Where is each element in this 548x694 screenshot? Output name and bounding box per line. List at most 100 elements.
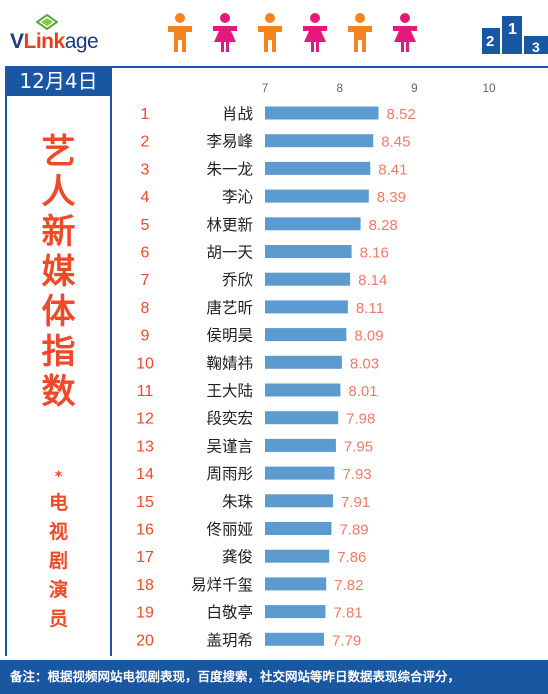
artist-name: 吴谨言 [206, 437, 253, 455]
artist-name: 盖玥希 [206, 631, 253, 649]
artist-name: 李沁 [222, 188, 253, 206]
score-bar [265, 383, 341, 397]
rank-number: 8 [141, 300, 150, 317]
side-title-char: 新 [41, 212, 76, 252]
score-label: 8.14 [358, 272, 387, 289]
male-person-icon [168, 13, 192, 52]
score-label: 8.45 [381, 134, 410, 151]
artist-name: 易烊千玺 [191, 576, 253, 594]
logo-text: VLinkage [10, 30, 99, 53]
rank-number: 6 [141, 245, 150, 262]
female-person-icon [303, 13, 327, 52]
artist-name: 唐艺昕 [206, 299, 253, 317]
score-bar [265, 272, 351, 286]
score-label: 8.09 [354, 328, 383, 345]
score-bar [265, 522, 332, 535]
artist-name: 佟丽娅 [206, 521, 253, 539]
logo-diamond-icon [36, 14, 58, 30]
rank-number: 5 [141, 217, 150, 234]
artist-name: 白敬亭 [206, 604, 253, 622]
rank-number: 11 [137, 383, 154, 400]
side-title-char: 体 [41, 292, 76, 332]
score-bar [265, 494, 333, 508]
score-label: 8.28 [369, 217, 398, 234]
x-tick-label: 7 [262, 81, 269, 95]
rank-number: 13 [136, 438, 154, 455]
artist-name: 龚俊 [222, 548, 253, 566]
score-bar [265, 549, 330, 563]
side-panel [5, 96, 112, 656]
artist-name: 段奕宏 [206, 410, 253, 428]
score-bar [265, 411, 339, 425]
score-bar [265, 300, 348, 314]
score-label: 8.16 [360, 245, 389, 262]
rank-number: 10 [136, 355, 154, 372]
score-bar [265, 134, 374, 148]
rank-number: 2 [141, 134, 150, 151]
side-title-char: 艺 [41, 132, 76, 172]
score-bar [265, 328, 347, 342]
score-label: 8.41 [378, 161, 407, 178]
side-subtitle-char: 员 [48, 608, 68, 630]
rank-number: 20 [136, 632, 154, 649]
artist-name: 胡一天 [206, 244, 253, 262]
score-bar [265, 217, 361, 231]
date-badge: 12月4日 [5, 66, 112, 96]
rank-number: 12 [136, 411, 154, 428]
score-bar [265, 466, 335, 480]
side-subtitle-char: 演 [48, 579, 68, 601]
x-tick-label: 10 [482, 81, 496, 95]
artist-name: 王大陆 [206, 382, 253, 400]
podium-icon: 2 1 3 [482, 16, 548, 54]
score-label: 8.11 [356, 300, 384, 317]
score-label: 7.81 [333, 605, 362, 622]
x-tick-label: 9 [411, 81, 418, 95]
artist-name: 朱一龙 [206, 160, 253, 178]
rank-number: 7 [141, 272, 150, 289]
side-title-char: 人 [41, 172, 76, 212]
rank-number: 3 [141, 161, 150, 178]
score-label: 8.01 [348, 383, 377, 400]
rank-number: 18 [136, 577, 154, 594]
svg-text:1: 1 [508, 21, 517, 38]
score-label: 7.98 [346, 411, 375, 428]
vlinkage-logo: VLinkage [10, 14, 120, 54]
side-title-char: 媒 [41, 252, 76, 292]
svg-text:3: 3 [532, 39, 540, 54]
score-label: 8.52 [386, 106, 415, 123]
score-bar [265, 245, 352, 258]
svg-text:2: 2 [486, 33, 494, 50]
artist-name: 李易峰 [206, 133, 253, 151]
female-person-icon [393, 13, 417, 52]
ranking-chart: 7 8 9 10 1 肖战 8.52 2 李易峰 8.45 3 朱一龙 8.41 4 李沁 8.39 5 林更新 8… [136, 81, 496, 649]
top-rule [112, 66, 548, 68]
score-label: 7.82 [334, 577, 363, 594]
rank-number: 16 [136, 522, 154, 539]
score-bar [265, 106, 379, 120]
x-tick-label: 8 [336, 81, 343, 95]
score-bar [265, 632, 324, 646]
artist-name: 周雨彤 [206, 465, 253, 483]
footer-note: 备注：根据视频网站电视剧表现，百度搜索，社交网站等昨日数据表现综合评分， [0, 660, 548, 694]
side-title-char: 数 [41, 372, 76, 412]
rank-number: 9 [141, 328, 150, 345]
artist-name: 肖战 [222, 105, 254, 123]
side-title-char: 指 [41, 332, 76, 372]
score-bar [265, 577, 327, 591]
score-label: 7.89 [339, 522, 368, 539]
score-bar [265, 438, 336, 452]
male-person-icon [348, 13, 372, 52]
artist-name: 鞠婧祎 [206, 354, 253, 372]
score-label: 7.91 [341, 494, 370, 511]
score-label: 7.79 [332, 632, 361, 649]
rank-number: 19 [136, 605, 154, 622]
female-person-icon [213, 13, 237, 52]
artist-name: 朱珠 [222, 493, 254, 511]
score-label: 7.95 [344, 438, 373, 455]
side-subtitle-char: 电 [48, 492, 68, 514]
score-bar [265, 189, 369, 203]
rank-number: 4 [141, 189, 150, 206]
score-label: 7.93 [342, 466, 371, 483]
rank-number: 1 [141, 106, 150, 123]
rank-number: 14 [136, 466, 154, 483]
